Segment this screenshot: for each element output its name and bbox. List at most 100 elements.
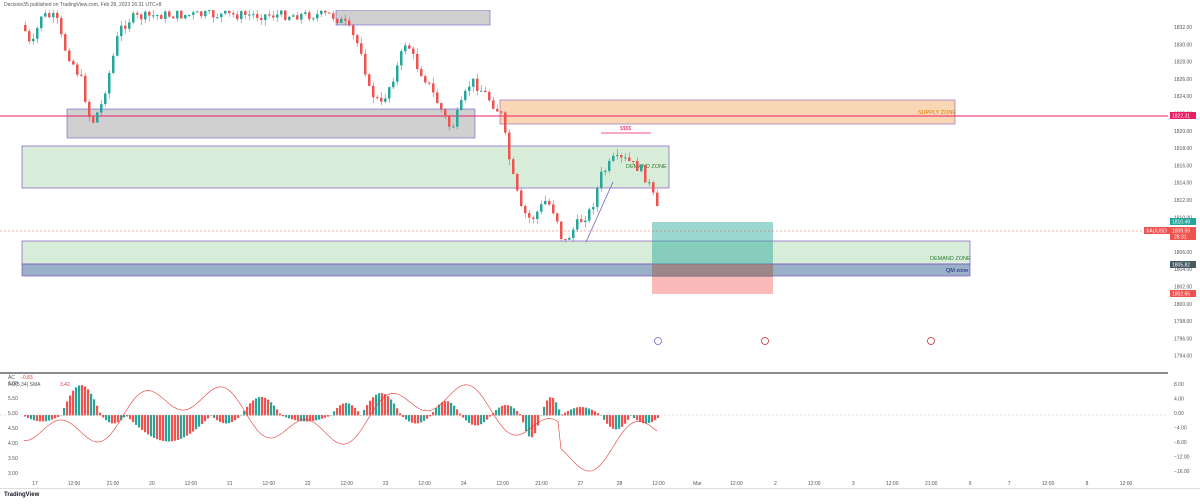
osc-bar — [501, 405, 504, 416]
candle-body — [496, 108, 499, 112]
time-tick-label: 12:00 — [808, 481, 821, 487]
osc-bar — [237, 415, 240, 418]
osc-bar — [195, 415, 198, 430]
candle-body — [568, 238, 571, 240]
osc-bar — [216, 415, 219, 421]
trend-line[interactable] — [585, 181, 614, 243]
price-axis-bg[interactable] — [1168, 10, 1200, 488]
osc-bar — [81, 385, 84, 416]
price-tick-label: 1826.00 — [1174, 77, 1192, 83]
osc-bar — [330, 415, 333, 416]
indicator-ac-label: AC — [8, 375, 15, 381]
candle-body — [656, 192, 659, 207]
osc-bar — [372, 397, 375, 416]
osc-bar — [645, 415, 648, 424]
badge-qm-bg — [1170, 261, 1196, 268]
osc-bar — [345, 403, 348, 416]
osc-bar — [213, 415, 216, 418]
osc-bar — [45, 415, 48, 422]
osc-bar — [462, 415, 465, 418]
osc-bar — [261, 397, 264, 416]
osc-bar — [585, 407, 588, 416]
price-tick-label: 1816.00 — [1174, 163, 1192, 169]
candle-body — [232, 13, 235, 15]
osc-bar — [102, 415, 105, 418]
candle-body — [596, 188, 599, 208]
price-tick-label: 1802.00 — [1174, 285, 1192, 291]
osc-bar — [561, 414, 564, 416]
osc-bar — [153, 415, 156, 438]
osc-bar — [258, 397, 261, 416]
time-tick-label: 12:00 — [1120, 481, 1133, 487]
osc-bar — [435, 408, 438, 416]
osc-bar — [441, 402, 444, 416]
position-loss-area[interactable] — [652, 264, 773, 294]
osc-bar — [516, 410, 519, 416]
event-flag-icon[interactable] — [761, 337, 769, 345]
candle-body — [420, 69, 423, 77]
candle-body — [208, 10, 211, 12]
osc-bar — [30, 415, 33, 420]
osc-bar — [147, 415, 150, 435]
osc-bar — [624, 415, 627, 424]
event-flash-icon[interactable] — [654, 337, 662, 345]
demand-zone-lower[interactable] — [21, 240, 971, 265]
osc-bar — [438, 404, 441, 416]
candle-body — [28, 31, 31, 42]
osc-bar — [246, 406, 249, 416]
qm-zone[interactable] — [21, 263, 971, 277]
badge-current-bg — [1170, 227, 1196, 240]
osc-bar — [186, 415, 189, 436]
osc-bar — [555, 402, 558, 416]
candle-body — [560, 221, 563, 239]
osc-bar — [135, 415, 138, 425]
osc-bar — [69, 395, 72, 416]
time-tick-label: 12:00 — [185, 481, 198, 487]
candle-body — [24, 25, 27, 32]
osc-bar — [126, 415, 129, 417]
osc-bar — [432, 412, 435, 416]
price-tick-label: 1798.00 — [1174, 319, 1192, 325]
candle-body — [228, 10, 231, 14]
osc-bar — [87, 389, 90, 416]
event-flag-icon[interactable] — [927, 337, 935, 345]
osc-bar — [444, 401, 447, 416]
price-chart[interactable]: SUPPLY ZONE DEMAND ZONE DEMAND ZONE QM z… — [0, 10, 1200, 488]
osc-bar — [156, 415, 159, 440]
indicator-second-label: AO(5,34) SMA — [8, 382, 41, 388]
candle-body — [540, 204, 543, 212]
osc-bar — [414, 415, 417, 424]
supply-zone[interactable] — [499, 99, 956, 125]
candle-body — [612, 155, 615, 161]
osc-bar — [351, 405, 354, 416]
candle-body — [484, 90, 487, 93]
osc-bar — [240, 415, 243, 416]
osc-bar — [408, 415, 411, 422]
osc-bar — [354, 407, 357, 416]
price-tick-label: 1828.00 — [1174, 60, 1192, 66]
osc-bar — [486, 415, 489, 420]
indicator-ac-value: −0.83 — [20, 375, 33, 381]
candle-body — [240, 11, 243, 20]
osc-bar — [594, 411, 597, 416]
osc-bar — [375, 394, 378, 416]
demand-zone-upper[interactable] — [21, 145, 670, 189]
time-axis-bg[interactable] — [0, 476, 1168, 488]
osc-bar — [396, 408, 399, 416]
time-tick-label: 7 — [1008, 481, 1011, 487]
candle-body — [404, 45, 407, 52]
price-tick-label: 1796.00 — [1174, 336, 1192, 342]
osc-bar — [33, 415, 36, 421]
oscillator-pane — [0, 385, 1168, 442]
osc-bar — [513, 408, 516, 416]
osc-bar — [327, 415, 330, 417]
candle-body — [140, 14, 143, 20]
osc-tick-label: −4.00 — [1174, 426, 1187, 432]
osc-bar — [123, 415, 126, 418]
osc-bar — [474, 415, 477, 426]
osc-bar — [228, 415, 231, 424]
badge-target-bg — [1170, 218, 1196, 225]
osc-left-tick-label: 3.50 — [8, 456, 18, 462]
badge-symbol-bg — [1144, 227, 1170, 234]
candle-body — [280, 10, 283, 15]
